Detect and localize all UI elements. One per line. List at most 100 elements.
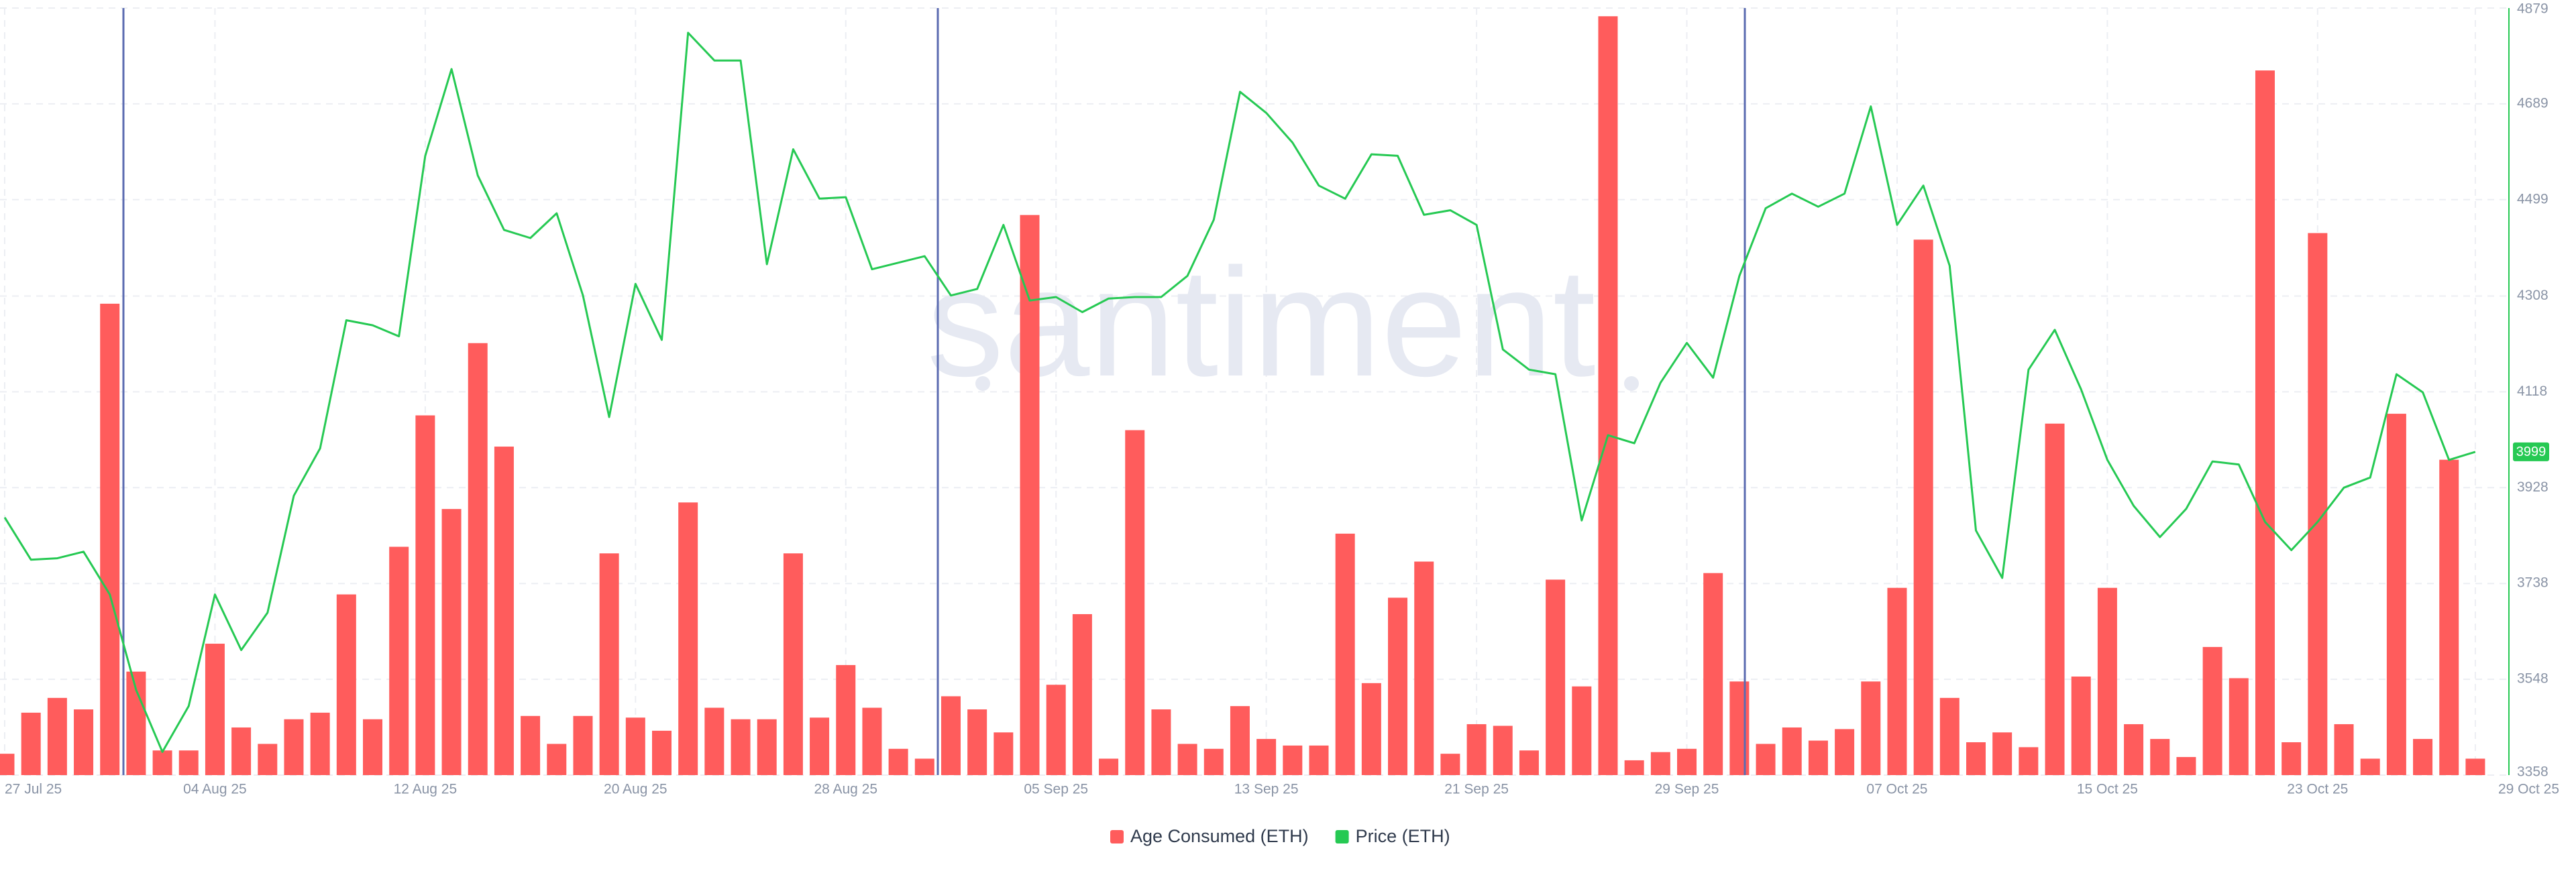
bar bbox=[1519, 750, 1539, 775]
bar bbox=[1020, 215, 1040, 775]
bar bbox=[2229, 678, 2249, 775]
bar bbox=[704, 707, 724, 775]
bar bbox=[0, 754, 15, 775]
bar bbox=[1283, 745, 1303, 775]
bar bbox=[1808, 740, 1828, 775]
bar bbox=[47, 697, 67, 775]
bar bbox=[336, 594, 356, 775]
bar bbox=[731, 719, 751, 775]
bar bbox=[494, 447, 514, 775]
bar bbox=[573, 715, 593, 775]
bar bbox=[521, 715, 541, 775]
x-tick-label: 28 Aug 25 bbox=[814, 782, 877, 797]
bar bbox=[967, 709, 987, 775]
bar bbox=[757, 719, 777, 775]
y2-tick-label: 3928 bbox=[2517, 479, 2548, 495]
bar bbox=[2413, 739, 2433, 775]
x-tick-label: 04 Aug 25 bbox=[183, 782, 247, 797]
bar bbox=[2255, 70, 2275, 776]
bar bbox=[415, 415, 435, 775]
legend-label: Age Consumed (ETH) bbox=[1130, 826, 1309, 846]
bar bbox=[178, 750, 199, 775]
last-value-label: 3999 bbox=[2516, 445, 2546, 459]
y2-tick-label: 3738 bbox=[2517, 575, 2548, 591]
bar bbox=[1388, 597, 1408, 775]
bar bbox=[1125, 430, 1145, 775]
bar bbox=[468, 343, 488, 775]
bar bbox=[1203, 748, 1224, 775]
bar bbox=[994, 732, 1014, 775]
bar bbox=[1939, 697, 1960, 775]
y2-tick-label: 3358 bbox=[2517, 764, 2548, 780]
bar bbox=[2465, 758, 2485, 775]
x-tick-label: 29 Oct 25 bbox=[2498, 782, 2559, 797]
bar bbox=[1072, 614, 1092, 775]
x-tick-label: 15 Oct 25 bbox=[2077, 782, 2138, 797]
bar bbox=[810, 717, 830, 775]
bar bbox=[1151, 709, 1171, 775]
y2-tick-label: 4499 bbox=[2517, 191, 2548, 207]
bar bbox=[888, 748, 908, 775]
bar bbox=[783, 553, 803, 775]
bar bbox=[2045, 423, 2065, 775]
x-tick-label: 27 Jul 25 bbox=[5, 782, 62, 797]
x-tick-label: 05 Sep 25 bbox=[1024, 782, 1088, 797]
y2-tick-label: 4308 bbox=[2517, 288, 2548, 303]
bar bbox=[836, 664, 856, 775]
bar bbox=[1572, 686, 1592, 775]
bar bbox=[1046, 685, 1066, 775]
bar bbox=[2071, 677, 2091, 775]
y2-tick-label: 4118 bbox=[2517, 384, 2547, 399]
x-tick-label: 29 Sep 25 bbox=[1655, 782, 1719, 797]
bar bbox=[389, 546, 409, 775]
bar bbox=[1782, 727, 1802, 775]
bar bbox=[2124, 724, 2144, 775]
legend-swatch bbox=[1335, 830, 1349, 843]
bar bbox=[2097, 587, 2117, 775]
bar bbox=[1361, 683, 1381, 775]
bar bbox=[1230, 706, 1250, 775]
bar bbox=[231, 727, 252, 775]
bar bbox=[1677, 748, 1697, 775]
price-line bbox=[3, 32, 2476, 753]
bar bbox=[1335, 533, 1355, 775]
bar bbox=[258, 744, 278, 775]
bar bbox=[100, 303, 120, 776]
bar bbox=[441, 509, 462, 775]
bar bbox=[1992, 732, 2012, 775]
bar bbox=[678, 502, 698, 775]
bar bbox=[2282, 742, 2302, 775]
y2-tick-label: 3548 bbox=[2517, 671, 2548, 687]
bar bbox=[2150, 739, 2170, 775]
bar bbox=[152, 750, 172, 775]
bar bbox=[599, 553, 619, 775]
y2-tick-label: 4689 bbox=[2517, 95, 2548, 111]
bar bbox=[1913, 239, 1933, 775]
bar bbox=[1650, 752, 1670, 775]
bar bbox=[1887, 587, 1907, 775]
x-tick-label: 21 Sep 25 bbox=[1444, 782, 1509, 797]
bar bbox=[1546, 579, 1566, 775]
bar bbox=[1703, 573, 1723, 775]
bar bbox=[2019, 747, 2039, 775]
lines bbox=[3, 32, 2476, 753]
bar bbox=[1440, 754, 1460, 775]
bar bbox=[205, 644, 225, 775]
x-tick-label: 13 Sep 25 bbox=[1234, 782, 1299, 797]
bar bbox=[284, 719, 304, 775]
bar bbox=[1598, 16, 1618, 775]
legend: Age Consumed (ETH) Price (ETH) bbox=[1110, 826, 1450, 846]
bar bbox=[2176, 757, 2196, 775]
x-tick-label: 23 Oct 25 bbox=[2287, 782, 2348, 797]
bar bbox=[1309, 745, 1329, 775]
last-value-badge bbox=[2513, 442, 2549, 461]
labels: 3358 3548 3738 3928 4118 4308 4499 4689 4879 27 J… bbox=[5, 1, 2559, 797]
bar bbox=[2334, 724, 2354, 775]
bar bbox=[1177, 744, 1197, 775]
bar bbox=[21, 712, 41, 775]
bar bbox=[74, 709, 94, 775]
x-tick-label: 20 Aug 25 bbox=[604, 782, 667, 797]
bar bbox=[2360, 758, 2380, 775]
